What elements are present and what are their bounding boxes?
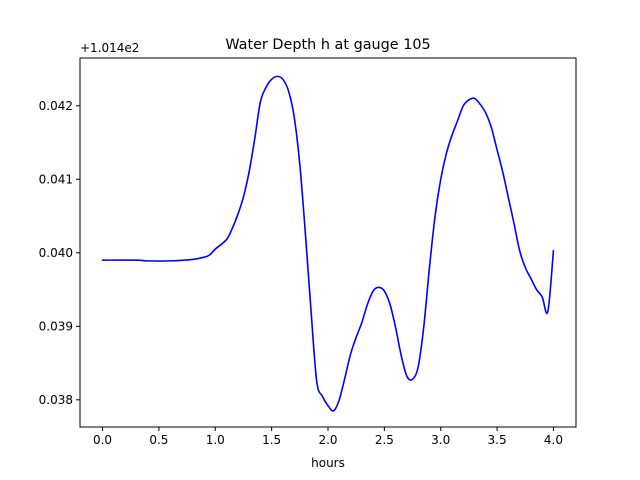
y-tick-label: 0.038: [39, 393, 73, 407]
x-tick-label: 2.5: [375, 433, 394, 447]
x-tick-label: 4.0: [544, 433, 563, 447]
x-axis-ticks: 0.0 0.5 1.0 1.5 2.0 2.5 3.0 3.5 4.0: [93, 427, 563, 447]
chart-title: Water Depth h at gauge 105: [225, 37, 430, 53]
x-tick-label: 3.0: [431, 433, 450, 447]
y-tick-label: 0.042: [39, 99, 73, 113]
x-tick-label: 0.5: [149, 433, 168, 447]
x-tick-label: 2.0: [318, 433, 337, 447]
x-tick-label: 1.5: [262, 433, 281, 447]
x-tick-label: 1.0: [206, 433, 225, 447]
y-axis-ticks: 0.038 0.039 0.040 0.041 0.042: [39, 99, 80, 407]
x-axis-label: hours: [311, 456, 345, 470]
y-axis-offset-label: +1.014e2: [80, 41, 139, 55]
plot-area-frame: [79, 57, 577, 428]
y-tick-label: 0.041: [39, 172, 73, 186]
series-line: [101, 75, 555, 412]
x-tick-label: 0.0: [93, 433, 112, 447]
y-tick-label: 0.039: [39, 319, 73, 333]
y-tick-label: 0.040: [39, 246, 73, 260]
x-tick-label: 3.5: [488, 433, 507, 447]
